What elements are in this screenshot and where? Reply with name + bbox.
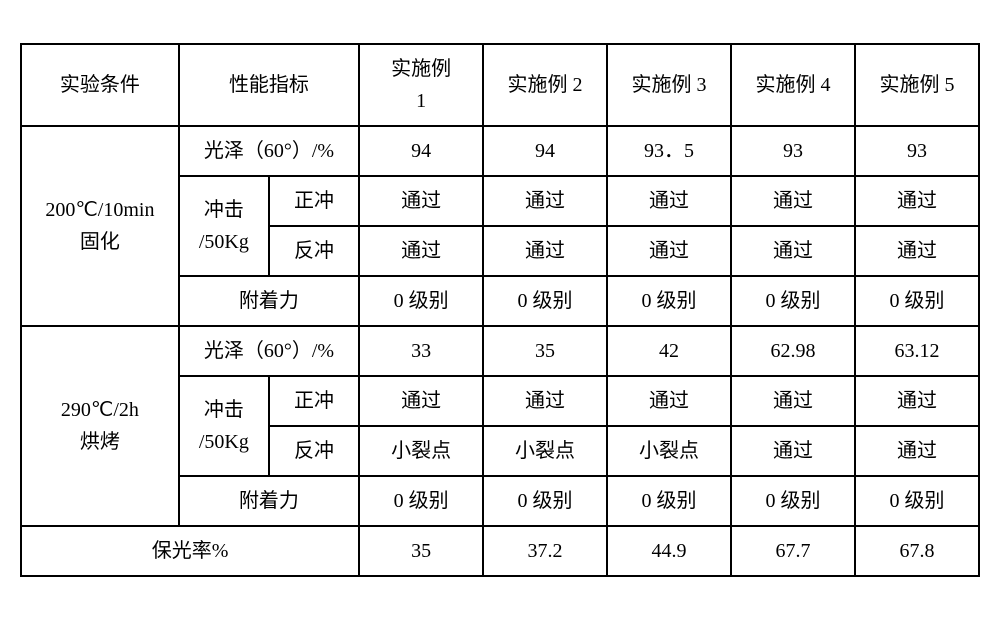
cell: 94 — [483, 126, 607, 176]
cell: 0 级别 — [483, 276, 607, 326]
cell: 通过 — [483, 176, 607, 226]
cell: 62.98 — [731, 326, 855, 376]
header-ex3: 实施例 3 — [607, 44, 731, 126]
metric-impact-reverse: 反冲 — [269, 226, 359, 276]
cell: 63.12 — [855, 326, 979, 376]
condition-cure: 200℃/10min 固化 — [21, 126, 179, 326]
cell: 93．5 — [607, 126, 731, 176]
cell: 通过 — [731, 376, 855, 426]
condition-bake: 290℃/2h 烘烤 — [21, 326, 179, 526]
cell: 通过 — [607, 176, 731, 226]
cell: 0 级别 — [855, 476, 979, 526]
cell: 0 级别 — [607, 476, 731, 526]
cell: 通过 — [855, 376, 979, 426]
cell: 通过 — [731, 226, 855, 276]
cell: 0 级别 — [607, 276, 731, 326]
cell: 0 级别 — [483, 476, 607, 526]
header-ex2: 实施例 2 — [483, 44, 607, 126]
metric-impact-reverse: 反冲 — [269, 426, 359, 476]
metric-gloss: 光泽（60°）/% — [179, 326, 359, 376]
cell: 0 级别 — [731, 276, 855, 326]
cell: 小裂点 — [359, 426, 483, 476]
header-condition: 实验条件 — [21, 44, 179, 126]
metric-adhesion: 附着力 — [179, 276, 359, 326]
metric-gloss: 光泽（60°）/% — [179, 126, 359, 176]
table-row: 保光率% 35 37.2 44.9 67.7 67.8 — [21, 526, 979, 576]
metric-impact-forward: 正冲 — [269, 376, 359, 426]
table-row: 200℃/10min 固化 光泽（60°）/% 94 94 93．5 93 93 — [21, 126, 979, 176]
cell: 通过 — [607, 376, 731, 426]
cell: 35 — [483, 326, 607, 376]
cell: 通过 — [855, 176, 979, 226]
metric-retention: 保光率% — [21, 526, 359, 576]
cell: 93 — [855, 126, 979, 176]
cell: 通过 — [483, 226, 607, 276]
cell: 93 — [731, 126, 855, 176]
metric-impact: 冲击 /50Kg — [179, 376, 269, 476]
results-table: 实验条件 性能指标 实施例 1 实施例 2 实施例 3 实施例 4 实施例 5 … — [20, 43, 980, 577]
cell: 67.8 — [855, 526, 979, 576]
cell: 小裂点 — [607, 426, 731, 476]
header-ex5: 实施例 5 — [855, 44, 979, 126]
cell: 0 级别 — [855, 276, 979, 326]
metric-impact: 冲击 /50Kg — [179, 176, 269, 276]
cell: 通过 — [607, 226, 731, 276]
table-header-row: 实验条件 性能指标 实施例 1 实施例 2 实施例 3 实施例 4 实施例 5 — [21, 44, 979, 126]
cell: 通过 — [855, 426, 979, 476]
cell: 通过 — [855, 226, 979, 276]
table-row: 290℃/2h 烘烤 光泽（60°）/% 33 35 42 62.98 63.1… — [21, 326, 979, 376]
cell: 通过 — [731, 426, 855, 476]
cell: 通过 — [359, 226, 483, 276]
cell: 44.9 — [607, 526, 731, 576]
metric-impact-forward: 正冲 — [269, 176, 359, 226]
cell: 小裂点 — [483, 426, 607, 476]
header-performance: 性能指标 — [179, 44, 359, 126]
header-ex4: 实施例 4 — [731, 44, 855, 126]
cell: 33 — [359, 326, 483, 376]
cell: 通过 — [731, 176, 855, 226]
cell: 0 级别 — [359, 476, 483, 526]
metric-adhesion: 附着力 — [179, 476, 359, 526]
cell: 35 — [359, 526, 483, 576]
cell: 0 级别 — [359, 276, 483, 326]
cell: 通过 — [359, 176, 483, 226]
cell: 通过 — [483, 376, 607, 426]
cell: 0 级别 — [731, 476, 855, 526]
cell: 通过 — [359, 376, 483, 426]
cell: 42 — [607, 326, 731, 376]
cell: 67.7 — [731, 526, 855, 576]
cell: 37.2 — [483, 526, 607, 576]
cell: 94 — [359, 126, 483, 176]
header-ex1: 实施例 1 — [359, 44, 483, 126]
